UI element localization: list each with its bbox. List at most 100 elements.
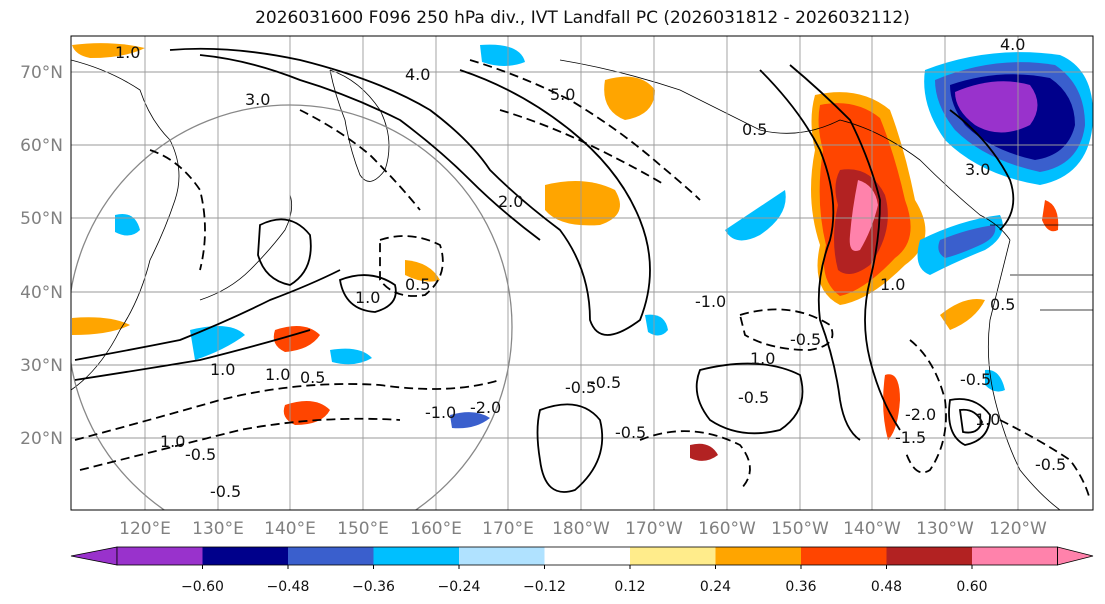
lat-label: 40°N [20, 283, 63, 303]
colorbar-frame [116, 546, 1058, 566]
colorbar-segment [801, 547, 887, 565]
positive-contour [257, 218, 312, 286]
contour-label: -0.5 [960, 370, 991, 389]
positive-anomaly-spot [283, 401, 330, 425]
positive-contour [74, 329, 311, 381]
reference-circle [71, 104, 513, 510]
lat-label: 20°N [20, 429, 63, 449]
contour-label: 2.0 [498, 192, 523, 211]
contour-label: 1.0 [750, 349, 775, 368]
positive-anomaly-spot [1042, 200, 1059, 232]
contour-label: 4.0 [405, 65, 430, 84]
contour-label: -0.5 [210, 482, 241, 501]
longitude-labels: 120°E 130°E 140°E 150°E 160°E 170°E 180°W 170°W… [119, 519, 1047, 539]
positive-contour [958, 408, 983, 434]
lon-label: 130°W [916, 519, 974, 539]
positive-anomaly-spot [604, 76, 655, 120]
lat-label: 50°N [20, 209, 63, 229]
lat-label: 30°N [20, 356, 63, 376]
colorbar-tick-label: 0.60 [956, 579, 987, 595]
negative-contour [904, 339, 947, 474]
colorbar-tick-label: −0.48 [267, 579, 310, 595]
contour-label: 3.0 [965, 160, 990, 179]
contour-label: -0.5 [1035, 455, 1066, 474]
contour-labels: 3.0 4.0 5.0 2.0 1.0 0.5 1.0 0.5 -0.5 -1.… [115, 36, 1066, 501]
negative-contour [999, 419, 1091, 501]
lon-label: 120°E [119, 519, 171, 539]
negative-contour [738, 308, 834, 351]
contour-label: -0.5 [185, 445, 216, 464]
positive-anomaly-spot [72, 317, 130, 335]
negative-contour [74, 379, 501, 441]
lat-label: 70°N [20, 63, 63, 83]
negative-anomaly-spot [725, 190, 786, 241]
map-panel: 3.0 4.0 5.0 2.0 1.0 0.5 1.0 0.5 -0.5 -1.… [71, 36, 1093, 510]
contour-label: -0.5 [615, 423, 646, 442]
colorbar-tick-label: −0.60 [181, 579, 224, 595]
contour-label: 1.0 [975, 410, 1000, 429]
colorbar-segment [886, 547, 972, 565]
contour-label: 1.0 [115, 43, 140, 62]
lon-label: 170°W [625, 519, 683, 539]
negative-contour [469, 59, 701, 201]
lat-label: 60°N [20, 136, 63, 156]
lon-label: 170°E [482, 519, 534, 539]
lon-label: 140°W [843, 519, 901, 539]
positive-contour [949, 109, 1015, 231]
colorbar-tick-label: −0.36 [352, 579, 395, 595]
positive-contour [169, 47, 651, 336]
colorbar-tick-label: −0.12 [523, 579, 566, 595]
negative-anomaly-blob [955, 81, 1038, 133]
negative-contour [499, 109, 666, 186]
positive-contour [338, 274, 397, 313]
contour-label: -2.0 [470, 398, 501, 417]
contour-label: 0.5 [405, 275, 430, 294]
map-title: 2026031600 F096 250 hPa div., IVT Landfa… [255, 8, 910, 28]
colorbar-extend-max [1057, 546, 1094, 566]
lon-label: 160°W [698, 519, 756, 539]
negative-contour [639, 430, 751, 491]
negative-anomaly-spot [330, 348, 372, 365]
latitude-labels: 70°N 60°N 50°N 40°N 30°N 20°N [20, 63, 63, 449]
contour-label: 1.0 [265, 365, 290, 384]
positive-anomaly-spot [940, 299, 985, 330]
contour-label: -1.0 [695, 292, 726, 311]
colorbar-segment [373, 547, 459, 565]
contour-label: -0.5 [790, 330, 821, 349]
lon-label: 130°E [192, 519, 244, 539]
negative-contour [79, 417, 401, 471]
positive-contour [789, 64, 901, 431]
positive-anomaly-spot [273, 326, 320, 352]
contour-label: 0.5 [300, 368, 325, 387]
positive-anomaly-spot [690, 443, 718, 461]
lon-label: 140°E [264, 519, 316, 539]
positive-anomaly-spot [545, 181, 620, 226]
lon-label: 150°W [771, 519, 829, 539]
kamchatka-coastline [329, 69, 390, 182]
negative-contour [379, 235, 444, 297]
contour-label: 0.5 [990, 295, 1015, 314]
positive-contour [74, 269, 341, 361]
negative-anomaly-spot [115, 214, 140, 236]
contour-label: -0.5 [590, 373, 621, 392]
colorbar-segment [288, 547, 374, 565]
positive-anomaly-spot [72, 43, 145, 58]
negative-anomaly-spot [480, 44, 525, 66]
colorbar-tick-label: 0.36 [785, 579, 816, 595]
positive-anomaly-band [849, 180, 878, 251]
lon-label: 180°W [552, 519, 610, 539]
contour-label: -1.0 [425, 403, 456, 422]
colorbar-segment [117, 547, 203, 565]
negative-anomaly-streak [938, 225, 996, 258]
contour-label: 3.0 [245, 90, 270, 109]
negative-anomaly-spot [190, 326, 245, 360]
positive-contour [759, 69, 861, 441]
divergence-contours [74, 47, 1091, 501]
contour-label: -1.5 [895, 428, 926, 447]
alaska-coastline [559, 59, 1011, 241]
negative-anomaly-spot [645, 314, 668, 336]
colorbar-segment [972, 547, 1058, 565]
colorbar-extend-min [70, 546, 118, 566]
contour-label: 1.0 [355, 288, 380, 307]
